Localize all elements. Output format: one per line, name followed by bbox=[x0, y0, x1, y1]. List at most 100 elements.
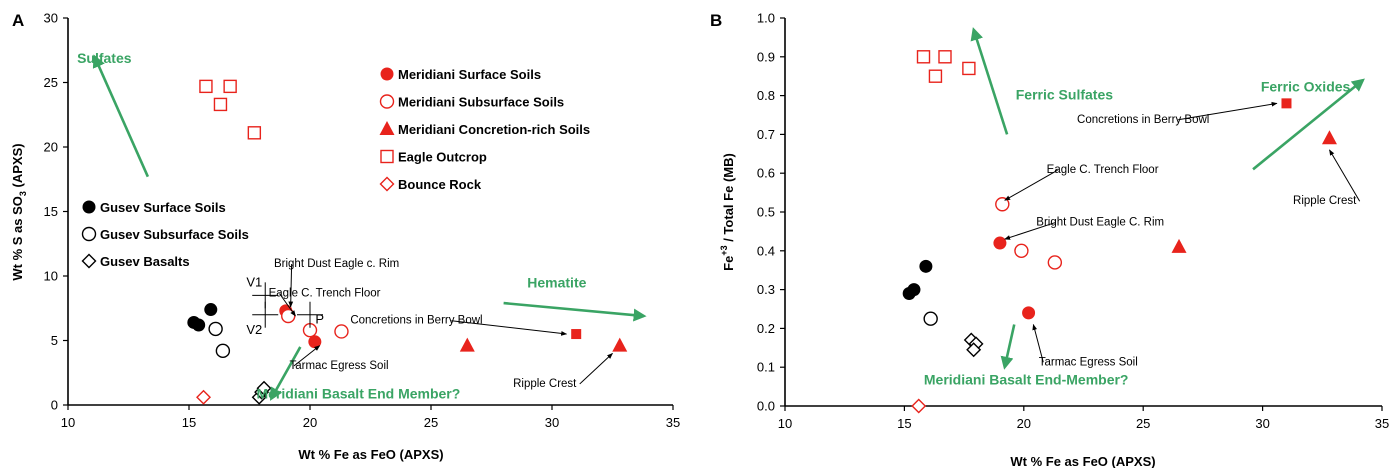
data-point-gusev-subsurface-soils bbox=[208, 321, 223, 337]
data-point-gusev-subsurface-soils bbox=[923, 311, 938, 326]
annotation-ripple-crest: Ripple Crest bbox=[513, 378, 577, 390]
data-point-eagle-outcrop bbox=[962, 61, 976, 76]
panel-a-marks bbox=[187, 79, 628, 405]
annotation-arrow bbox=[451, 320, 568, 336]
trend-arrow bbox=[1252, 78, 1365, 171]
annotation-concretions-in-berry-bowl: Concretions in Berry Bowl bbox=[1077, 114, 1209, 126]
legend-marker-gusev-surface-soils bbox=[82, 200, 96, 214]
annotation-tarmac-egress-soil: Tarmac Egress Soil bbox=[290, 360, 389, 372]
x-tick-label: 25 bbox=[1136, 416, 1150, 431]
legend-label-gusev-surface-soils: Gusev Surface Soils bbox=[100, 200, 226, 215]
y-tick-label: 1.0 bbox=[757, 11, 775, 26]
legend-marker-meridiani-subsurface-soils bbox=[379, 94, 395, 109]
legend-label-gusev-basalts: Gusev Basalts bbox=[100, 254, 190, 269]
annotation-eagle-c-trench-floor: Eagle C. Trench Floor bbox=[269, 288, 381, 300]
legend-label-bounce-rock: Bounce Rock bbox=[398, 177, 482, 192]
data-point-gusev-surface-soils bbox=[907, 283, 921, 297]
panel-b-y-axis-title: Fe+3 / Total Fe (MB) bbox=[719, 153, 736, 271]
annotation-arrow bbox=[288, 263, 294, 308]
data-point-meridiani-surface-soils bbox=[993, 236, 1007, 250]
x-tick-label: 10 bbox=[778, 416, 792, 431]
trend-label-ferric-oxides: Ferric Oxides bbox=[1261, 79, 1351, 95]
trend-arrow bbox=[970, 27, 1009, 135]
data-point-meridiani-subsurface-soils bbox=[334, 324, 349, 339]
legend-marker-meridiani-concretion-rich-soils bbox=[379, 121, 395, 135]
legend-marker-eagle-outcrop bbox=[380, 149, 394, 164]
annotation-bright-dust-eagle-c-rim: Bright Dust Eagle C. Rim bbox=[1036, 217, 1164, 229]
data-point-gusev-basalts bbox=[256, 380, 272, 396]
legend-meridiani: Meridiani Surface Soils Meridiani Subsurf… bbox=[379, 67, 590, 192]
data-point-eagle-outcrop bbox=[916, 50, 931, 64]
panel-a-overlay: Sulfates Hematite Meridiani Basalt End Mem… bbox=[77, 50, 647, 402]
legend-label-meridiani-concretion-rich-soils: Meridiani Concretion-rich Soils bbox=[398, 122, 590, 137]
y-tick-label: 25 bbox=[44, 75, 58, 90]
y-tick-label: 0.0 bbox=[757, 399, 775, 414]
data-point-meridiani-subsurface-soils bbox=[995, 197, 1010, 212]
annotation-bright-dust-eagle-c-rim: Bright Dust Eagle c. Rim bbox=[274, 258, 399, 270]
data-point-meridiani-subsurface-soils bbox=[1047, 255, 1063, 270]
panel-b: B 10 15 20 25 30 35 0.0 0.1 0.2 0.3 0.4 0.5 0.6 0.7 0.… bbox=[710, 11, 1389, 470]
trend-label-sulfates: Sulfates bbox=[77, 50, 132, 66]
data-point-square-filled bbox=[571, 329, 582, 340]
legend-label-gusev-subsurface-soils: Gusev Subsurface Soils bbox=[100, 227, 249, 242]
trend-arrow bbox=[1000, 324, 1016, 370]
panel-a-axes: 10 15 20 25 30 35 0 5 10 15 20 25 30 bbox=[44, 11, 681, 431]
x-tick-label: 35 bbox=[666, 415, 680, 430]
legend-label-meridiani-subsurface-soils: Meridiani Subsurface Soils bbox=[398, 95, 564, 110]
x-tick-label: 30 bbox=[1255, 416, 1269, 431]
x-tick-label: 25 bbox=[424, 415, 438, 430]
y-tick-label: 0 bbox=[51, 398, 58, 413]
y-tick-label: 0.7 bbox=[757, 127, 775, 142]
x-tick-label: 15 bbox=[182, 415, 196, 430]
data-point-gusev-subsurface-soils bbox=[215, 343, 231, 359]
trend-label-meridiani-basalt-end-member: Meridiani Basalt End Member? bbox=[256, 386, 460, 402]
data-point-gusev-surface-soils bbox=[919, 259, 933, 273]
data-point-eagle-outcrop bbox=[938, 50, 952, 64]
x-tick-label: 20 bbox=[303, 415, 317, 430]
y-tick-label: 0.6 bbox=[757, 166, 775, 181]
y-tick-label: 5 bbox=[51, 333, 58, 348]
panel-letter-b: B bbox=[710, 11, 722, 30]
data-point-meridiani-concretion-rich-soils bbox=[459, 337, 475, 352]
trend-label-hematite: Hematite bbox=[527, 275, 586, 291]
trend-arrow bbox=[503, 301, 647, 322]
data-point-meridiani-concretion-rich-soils bbox=[612, 337, 628, 352]
annotation-arrow bbox=[579, 352, 613, 385]
annotation-arrow bbox=[293, 345, 321, 367]
data-point-meridiani-surface-soils bbox=[308, 335, 322, 349]
annotation-arrow bbox=[279, 293, 296, 317]
panel-a: A 10 15 20 25 30 35 0 5 10 15 20 25 30 Wt % Fe as Fe… bbox=[10, 11, 680, 463]
x-tick-label: 30 bbox=[545, 415, 559, 430]
y-tick-label: 0.3 bbox=[757, 282, 775, 297]
legend-marker-meridiani-surface-soils bbox=[380, 67, 394, 81]
y-tick-label: 0.9 bbox=[757, 49, 775, 64]
data-point-gusev-surface-soils bbox=[204, 303, 218, 317]
panel-letter-a: A bbox=[12, 11, 24, 30]
panel-b-axes: 10 15 20 25 30 35 0.0 0.1 0.2 0.3 0.4 0.5 0.6 0.7 0.8 0… bbox=[757, 11, 1389, 432]
data-point-eagle-outcrop bbox=[928, 69, 943, 83]
legend-label-meridiani-surface-soils: Meridiani Surface Soils bbox=[398, 67, 541, 82]
legend-marker-gusev-subsurface-soils bbox=[81, 226, 97, 242]
site-label-p: P bbox=[315, 312, 324, 327]
annotation-arrow bbox=[1178, 101, 1278, 121]
y-tick-label: 15 bbox=[44, 204, 58, 219]
legend-label-eagle-outcrop: Eagle Outcrop bbox=[398, 150, 487, 165]
trend-label-ferric-sulfates: Ferric Sulfates bbox=[1016, 86, 1113, 102]
x-tick-label: 35 bbox=[1375, 416, 1389, 431]
panel-a-x-axis-title: Wt % Fe as FeO (APXS) bbox=[298, 447, 443, 462]
panel-b-marks bbox=[902, 50, 1337, 414]
legend-marker-gusev-basalts bbox=[81, 253, 97, 269]
data-point-square-filled bbox=[1281, 98, 1292, 109]
data-point-eagle-outcrop bbox=[213, 97, 228, 112]
data-point-eagle-outcrop bbox=[247, 126, 262, 140]
y-tick-label: 0.2 bbox=[757, 321, 775, 336]
y-tick-label: 0.5 bbox=[757, 205, 775, 220]
y-tick-label: 20 bbox=[44, 140, 58, 155]
data-point-eagle-outcrop bbox=[199, 79, 213, 94]
annotation-arrow bbox=[1032, 323, 1044, 363]
annotation-arrow bbox=[1004, 169, 1058, 201]
annotation-tarmac-egress-soil: Tarmac Egress Soil bbox=[1039, 356, 1138, 368]
trend-arrow bbox=[92, 54, 150, 178]
panel-b-overlay: Ferric Sulfates Ferric Oxides Meridiani Ba… bbox=[924, 27, 1365, 388]
